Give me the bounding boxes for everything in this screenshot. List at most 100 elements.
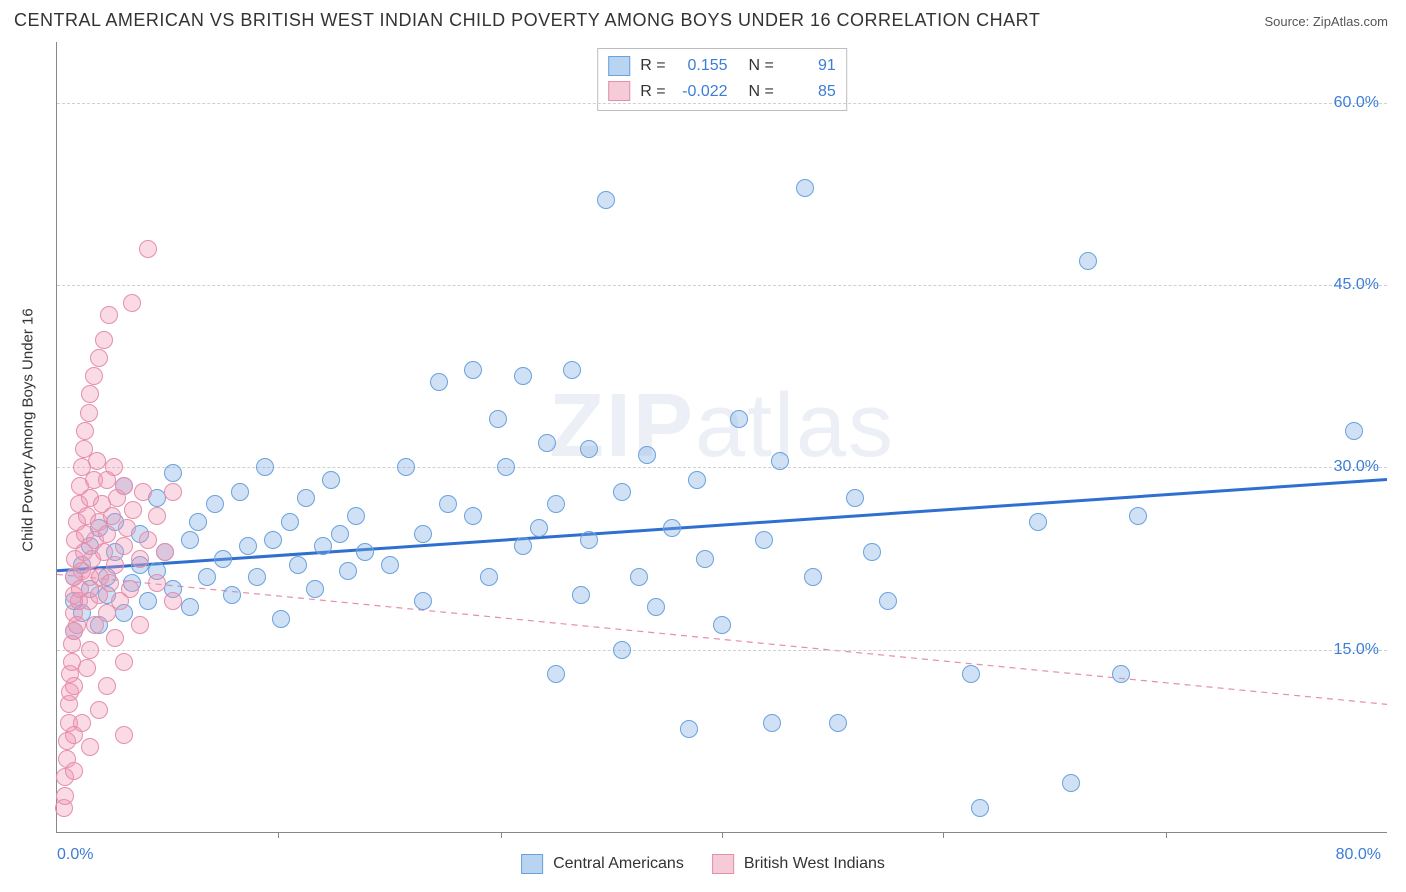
data-point-series-0 [497, 458, 515, 476]
data-point-series-0 [597, 191, 615, 209]
data-point-series-1 [115, 537, 133, 555]
data-point-series-0 [223, 586, 241, 604]
data-point-series-0 [771, 452, 789, 470]
data-point-series-0 [804, 568, 822, 586]
data-point-series-0 [514, 537, 532, 555]
data-point-series-1 [148, 507, 166, 525]
y-tick-label: 30.0% [1334, 458, 1379, 476]
data-point-series-1 [115, 726, 133, 744]
y-tick-label: 45.0% [1334, 276, 1379, 294]
data-point-series-0 [680, 720, 698, 738]
data-point-series-0 [181, 598, 199, 616]
data-point-series-0 [414, 525, 432, 543]
data-point-series-0 [289, 556, 307, 574]
data-point-series-1 [164, 592, 182, 610]
data-point-series-0 [663, 519, 681, 537]
data-point-series-0 [331, 525, 349, 543]
data-point-series-1 [98, 677, 116, 695]
data-point-series-1 [98, 525, 116, 543]
data-point-series-1 [156, 543, 174, 561]
data-point-series-1 [139, 240, 157, 258]
data-point-series-1 [90, 349, 108, 367]
data-point-series-0 [580, 531, 598, 549]
data-point-series-1 [105, 458, 123, 476]
data-point-series-1 [56, 787, 74, 805]
data-point-series-0 [397, 458, 415, 476]
data-point-series-1 [134, 483, 152, 501]
data-point-series-0 [322, 471, 340, 489]
correlation-chart: CENTRAL AMERICAN VS BRITISH WEST INDIAN … [0, 0, 1406, 892]
data-point-series-1 [121, 580, 139, 598]
data-point-series-0 [297, 489, 315, 507]
swatch-series-1 [608, 81, 630, 101]
data-point-series-0 [514, 367, 532, 385]
data-point-series-0 [414, 592, 432, 610]
data-point-series-0 [1062, 774, 1080, 792]
data-point-series-0 [547, 495, 565, 513]
plot-area: ZIPatlas R = 0.155 N = 91 R = -0.022 N =… [56, 42, 1387, 833]
data-point-series-0 [139, 592, 157, 610]
data-point-series-0 [1029, 513, 1047, 531]
x-tick-label: 80.0% [1336, 846, 1381, 864]
y-tick-label: 15.0% [1334, 641, 1379, 659]
x-tick-mark [501, 832, 502, 838]
y-axis-label: Child Poverty Among Boys Under 16 [20, 308, 37, 551]
x-tick-mark [1166, 832, 1167, 838]
data-point-series-0 [879, 592, 897, 610]
x-tick-label: 0.0% [57, 846, 93, 864]
data-point-series-1 [80, 404, 98, 422]
data-point-series-0 [763, 714, 781, 732]
data-point-series-0 [181, 531, 199, 549]
trend-line-series-1 [57, 574, 1387, 704]
data-point-series-0 [580, 440, 598, 458]
data-point-series-0 [688, 471, 706, 489]
data-point-series-0 [696, 550, 714, 568]
data-point-series-0 [164, 464, 182, 482]
data-point-series-1 [106, 629, 124, 647]
data-point-series-0 [347, 507, 365, 525]
data-point-series-0 [971, 799, 989, 817]
data-point-series-0 [638, 446, 656, 464]
data-point-series-1 [148, 574, 166, 592]
data-point-series-1 [90, 701, 108, 719]
data-point-series-0 [613, 483, 631, 501]
data-point-series-0 [1079, 252, 1097, 270]
data-point-series-1 [131, 550, 149, 568]
legend-swatch-0 [521, 854, 543, 874]
data-point-series-0 [480, 568, 498, 586]
data-point-series-0 [239, 537, 257, 555]
data-point-series-0 [730, 410, 748, 428]
legend-swatch-1 [712, 854, 734, 874]
data-point-series-0 [272, 610, 290, 628]
data-point-series-1 [81, 738, 99, 756]
data-point-series-1 [164, 483, 182, 501]
grid-line [57, 650, 1387, 651]
data-point-series-1 [123, 294, 141, 312]
chart-title: CENTRAL AMERICAN VS BRITISH WEST INDIAN … [14, 10, 1040, 31]
data-point-series-1 [78, 659, 96, 677]
trend-lines [57, 42, 1387, 832]
data-point-series-1 [106, 556, 124, 574]
data-point-series-0 [755, 531, 773, 549]
data-point-series-0 [430, 373, 448, 391]
data-point-series-1 [118, 519, 136, 537]
data-point-series-1 [81, 641, 99, 659]
data-point-series-1 [139, 531, 157, 549]
data-point-series-1 [73, 714, 91, 732]
data-point-series-0 [863, 543, 881, 561]
data-point-series-0 [962, 665, 980, 683]
data-point-series-1 [76, 422, 94, 440]
data-point-series-0 [796, 179, 814, 197]
legend: Central Americans British West Indians [521, 854, 885, 874]
swatch-series-0 [608, 56, 630, 76]
legend-item-1: British West Indians [712, 854, 885, 874]
data-point-series-0 [713, 616, 731, 634]
data-point-series-1 [131, 616, 149, 634]
x-tick-mark [278, 832, 279, 838]
data-point-series-1 [68, 616, 86, 634]
watermark: ZIPatlas [549, 375, 895, 478]
data-point-series-1 [85, 367, 103, 385]
trend-line-series-0 [57, 480, 1387, 571]
data-point-series-0 [563, 361, 581, 379]
data-point-series-0 [256, 458, 274, 476]
